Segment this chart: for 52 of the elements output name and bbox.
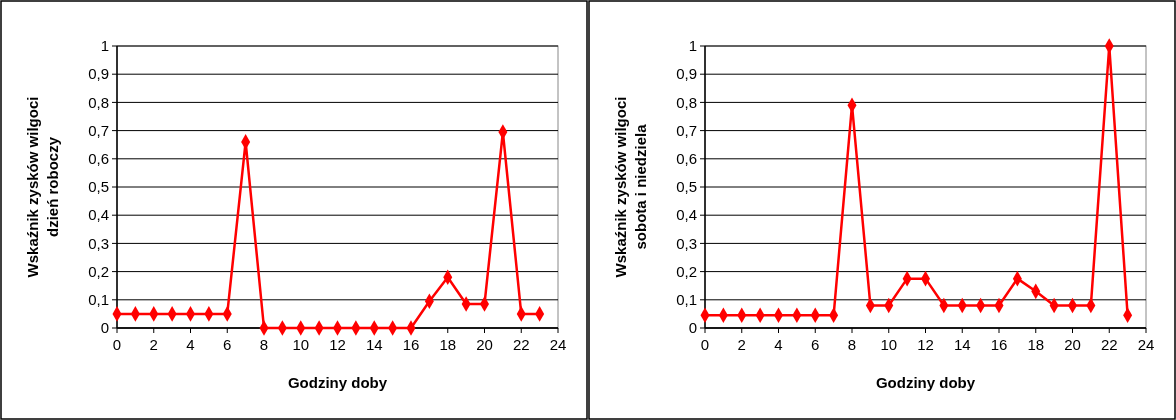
x-tick-label: 0 xyxy=(700,336,710,353)
x-tick-label: 18 xyxy=(1027,336,1045,353)
x-tick-label: 2 xyxy=(149,336,158,353)
y-tick-label: 0,2 xyxy=(88,262,109,280)
y-axis-title: Wskaźnik zysków wilgoci dzień roboczy xyxy=(24,96,61,278)
y-tick-label: 0,9 xyxy=(676,65,697,83)
x-tick-label: 20 xyxy=(1064,336,1081,353)
x-tick-label: 6 xyxy=(223,336,232,353)
y-tick-label: 0,9 xyxy=(88,65,109,83)
x-tick-label: 22 xyxy=(512,336,530,353)
y-tick-label: 0,8 xyxy=(88,93,109,111)
y-tick-label: 0,6 xyxy=(676,150,697,168)
x-tick-label: 24 xyxy=(549,336,567,353)
y-tick-label: 0,3 xyxy=(676,234,697,252)
y-tick-label: 0 xyxy=(688,319,697,337)
x-tick-label: 4 xyxy=(774,336,783,353)
x-tick-label: 12 xyxy=(917,336,934,353)
y-tick-label: 0,4 xyxy=(88,206,109,224)
y-tick-label: 0,2 xyxy=(676,262,697,280)
x-axis-title: Godziny doby xyxy=(287,374,388,391)
x-tick-label: 8 xyxy=(847,336,857,353)
y-tick-label: 0,4 xyxy=(676,206,697,224)
y-tick-label: 0,1 xyxy=(88,291,109,309)
y-tick-label: 0,5 xyxy=(676,178,697,196)
x-tick-label: 16 xyxy=(402,336,420,353)
y-tick-label: 0,7 xyxy=(88,121,109,139)
x-tick-label: 8 xyxy=(259,336,269,353)
y-tick-label: 0,3 xyxy=(88,234,109,252)
x-tick-label: 14 xyxy=(365,336,383,353)
x-tick-label: 12 xyxy=(329,336,346,353)
x-tick-label: 4 xyxy=(186,336,195,353)
x-tick-label: 22 xyxy=(1100,336,1118,353)
y-tick-label: 0,6 xyxy=(88,150,109,168)
x-tick-label: 10 xyxy=(880,336,898,353)
x-axis-title: Godziny doby xyxy=(875,374,976,391)
y-tick-label: 0,7 xyxy=(676,121,697,139)
x-tick-label: 0 xyxy=(112,336,122,353)
y-tick-label: 1 xyxy=(688,37,697,55)
x-tick-label: 6 xyxy=(811,336,820,353)
y-tick-label: 1 xyxy=(100,37,109,55)
x-tick-label: 2 xyxy=(737,336,746,353)
y-axis-title: Wskaźnik zysków wilgoci sobota i niedziela xyxy=(612,96,649,278)
x-tick-label: 16 xyxy=(990,336,1008,353)
x-tick-label: 20 xyxy=(476,336,493,353)
x-tick-label: 10 xyxy=(292,336,310,353)
x-tick-label: 14 xyxy=(953,336,971,353)
y-tick-label: 0 xyxy=(100,319,109,337)
x-tick-label: 24 xyxy=(1137,336,1155,353)
y-tick-label: 0,5 xyxy=(88,178,109,196)
x-tick-label: 18 xyxy=(439,336,457,353)
y-tick-label: 0,8 xyxy=(676,93,697,111)
y-tick-label: 0,1 xyxy=(676,291,697,309)
